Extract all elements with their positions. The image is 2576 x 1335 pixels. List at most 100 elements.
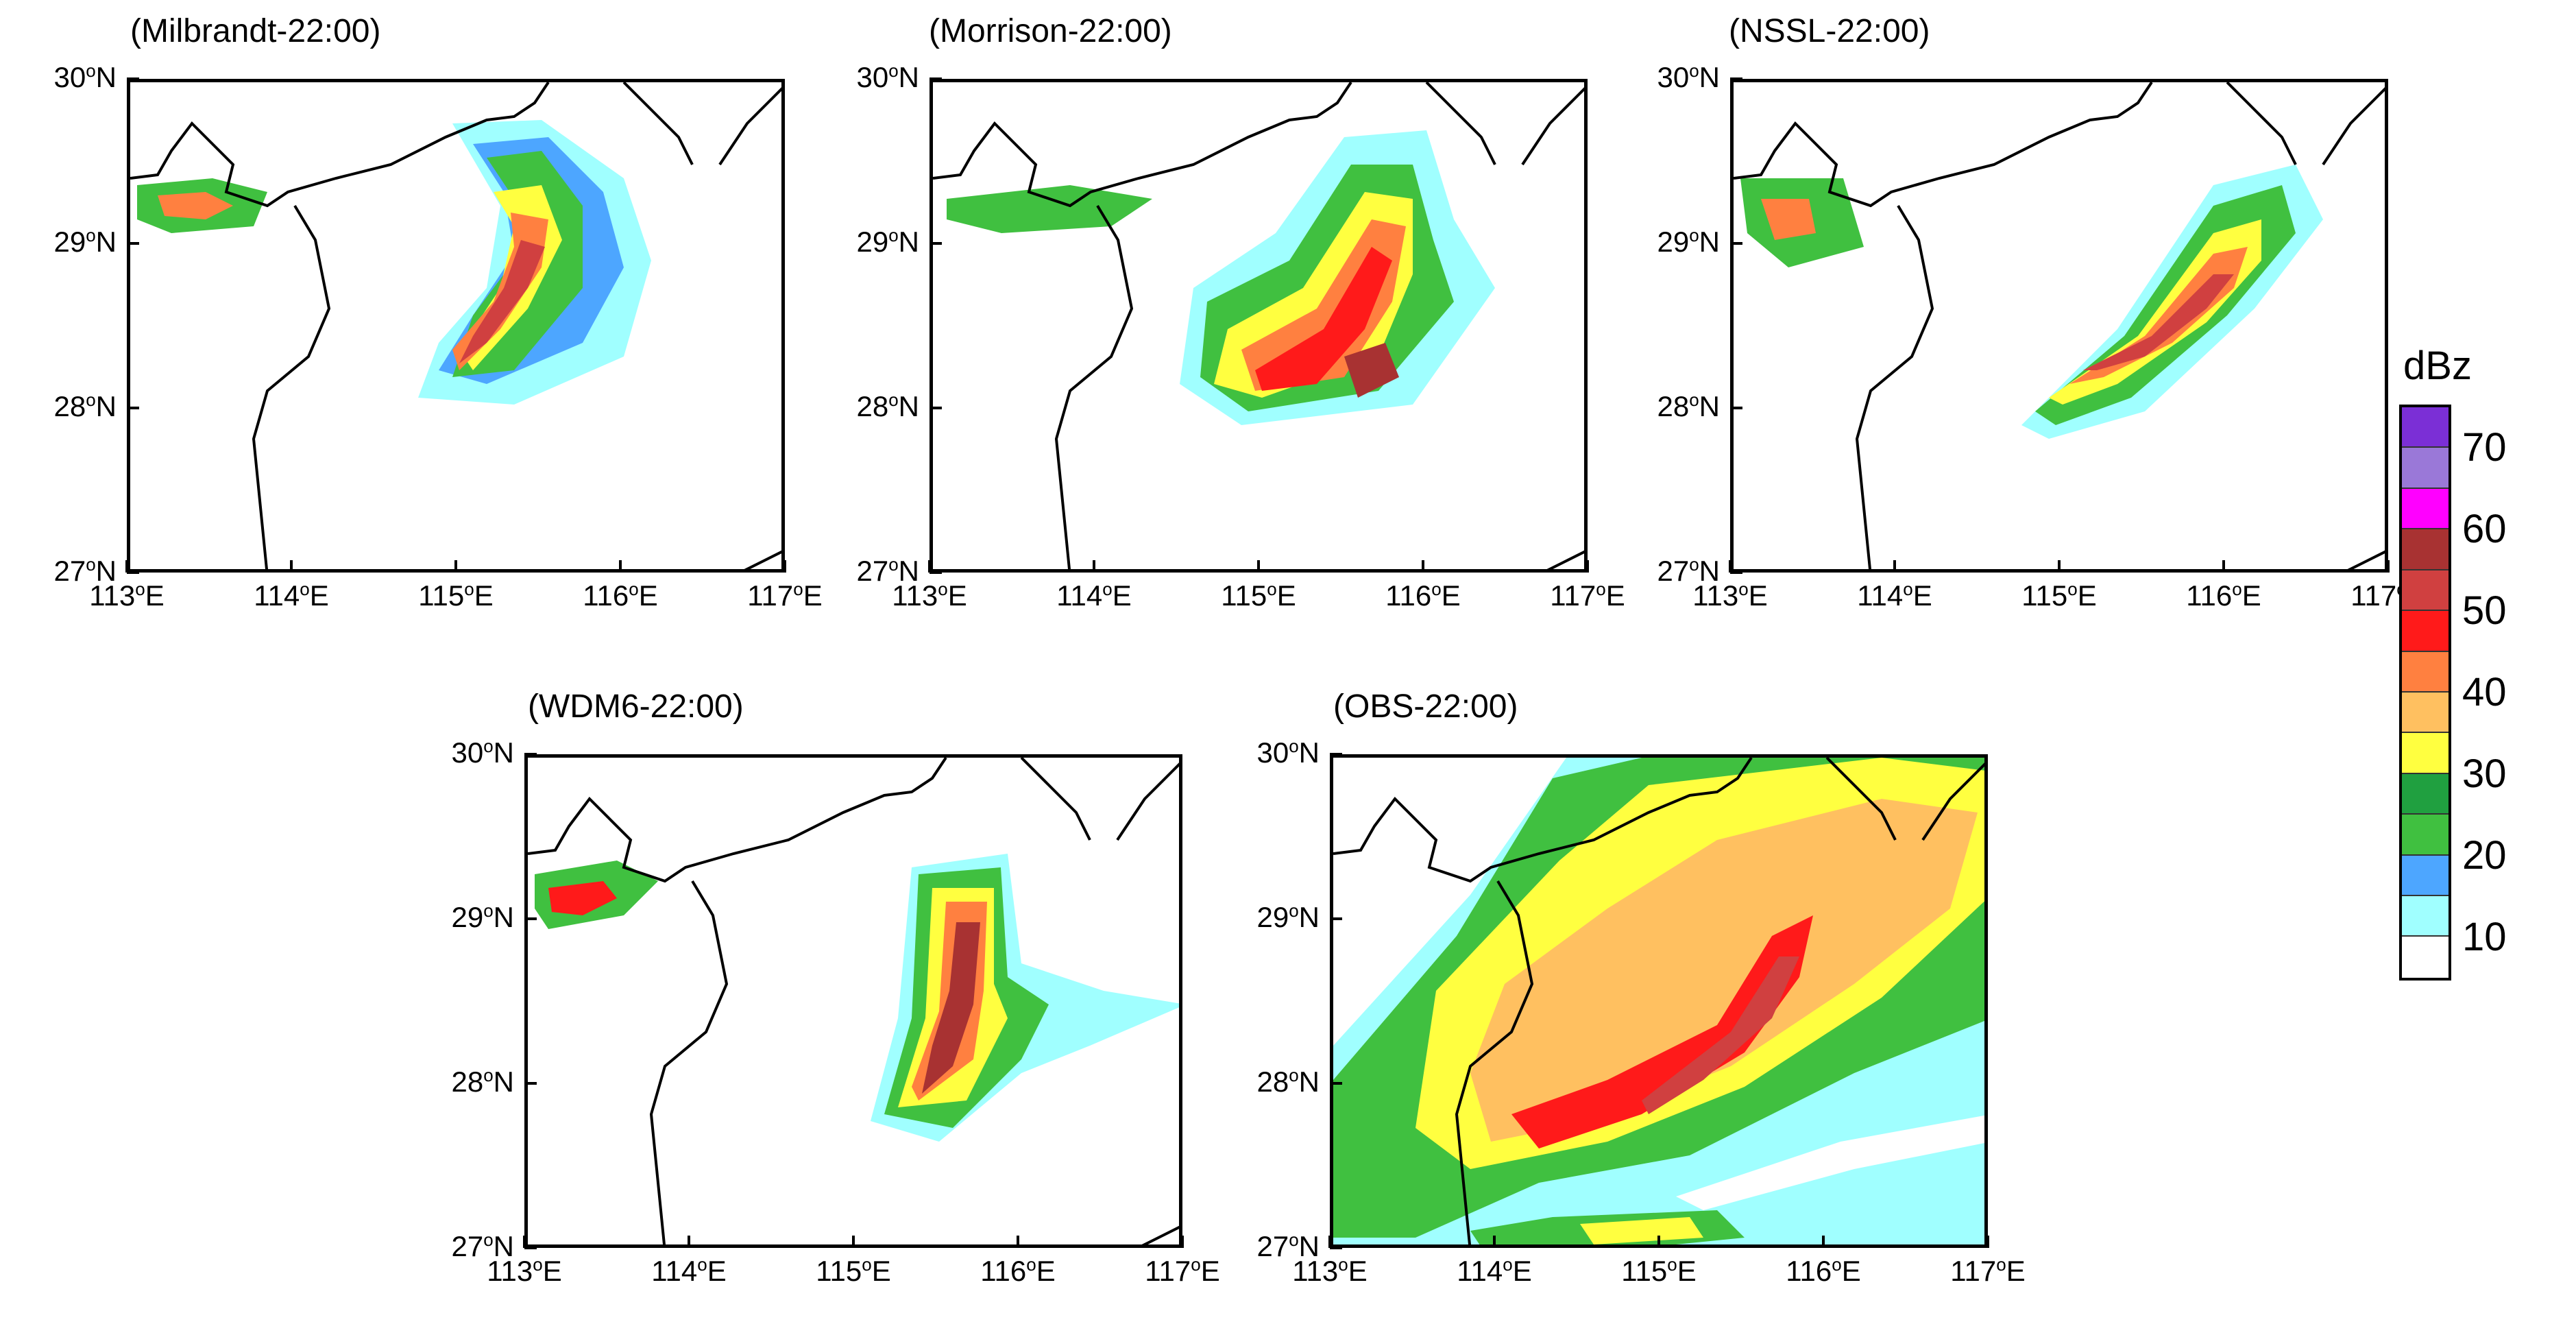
- lat-tick: [1330, 917, 1342, 920]
- colorbar-label: 20: [2462, 832, 2507, 878]
- lon-tick-label: 116oE: [583, 579, 658, 612]
- lon-tick-label: 116oE: [2186, 579, 2261, 612]
- lon-tick: [2387, 560, 2390, 573]
- colorbar-swatch: [2402, 407, 2449, 448]
- lat-tick: [1330, 1082, 1342, 1085]
- colorbar-swatch: [2402, 529, 2449, 570]
- lon-tick-label: 113oE: [1292, 1254, 1368, 1287]
- lon-tick: [1093, 560, 1095, 573]
- province-boundary: [744, 550, 781, 569]
- echo-region: [1642, 957, 1799, 1114]
- lon-tick-label: 115oE: [1621, 1254, 1697, 1287]
- lon-tick: [1017, 1236, 1019, 1248]
- lon-tick-label: 113oE: [487, 1254, 562, 1287]
- lat-tick-label: 30oN: [1657, 60, 1720, 93]
- lon-tick: [1257, 560, 1260, 573]
- province-boundary: [1455, 880, 1534, 1244]
- echo-region: [1580, 1217, 1703, 1244]
- lon-tick: [125, 560, 128, 573]
- lon-tick: [454, 560, 457, 573]
- province-boundary: [2347, 550, 2385, 569]
- province-boundary: [1054, 204, 1134, 569]
- colorbar-swatch: [2402, 488, 2449, 530]
- lon-tick: [1493, 1236, 1496, 1248]
- lon-tick-label: 117oE: [1950, 1254, 2026, 1287]
- lon-tick-label: 114oE: [651, 1254, 727, 1287]
- lon-tick-label: 113oE: [89, 579, 165, 612]
- map-frame: [524, 754, 1182, 1248]
- colorbar: [2399, 405, 2451, 981]
- colorbar-swatch: [2402, 570, 2449, 612]
- province-boundary: [1825, 758, 1897, 841]
- lon-tick: [2058, 560, 2061, 573]
- lon-tick-label: 117oE: [1145, 1254, 1220, 1287]
- lat-tick: [524, 1082, 537, 1085]
- colorbar-label: 30: [2462, 751, 2507, 796]
- lon-tick: [1893, 560, 1896, 573]
- lat-tick: [127, 407, 139, 409]
- province-boundary: [130, 82, 550, 208]
- lon-tick-label: 114oE: [1857, 579, 1932, 612]
- lon-tick: [523, 1236, 526, 1248]
- colorbar-swatch: [2402, 733, 2449, 774]
- panel-title: (Morrison-22:00): [929, 13, 1172, 49]
- lon-tick: [688, 1236, 690, 1248]
- echo-region: [459, 240, 545, 363]
- province-boundary: [1855, 204, 1934, 569]
- lat-tick-label: 30oN: [53, 60, 117, 93]
- radar-reflectivity-map: [1333, 758, 1984, 1244]
- lon-tick: [619, 560, 622, 573]
- lon-tick-label: 117oE: [747, 579, 823, 612]
- colorbar-label: 40: [2462, 670, 2507, 714]
- lon-tick: [1822, 1236, 1825, 1248]
- echo-region: [1676, 1115, 1984, 1210]
- lon-tick: [852, 1236, 855, 1248]
- lat-tick: [127, 571, 139, 574]
- lat-tick: [1330, 1247, 1342, 1249]
- province-boundary: [2322, 87, 2385, 166]
- lat-tick: [1730, 77, 1742, 80]
- lat-tick-label: 29oN: [1256, 900, 1320, 933]
- colorbar-label: 60: [2462, 507, 2507, 552]
- lat-tick-label: 29oN: [1657, 225, 1720, 258]
- lon-tick-label: 115oE: [2021, 579, 2097, 612]
- lat-tick-label: 29oN: [53, 225, 117, 258]
- radar-reflectivity-map: [1734, 82, 2385, 569]
- lat-tick: [929, 242, 942, 245]
- lat-tick-label: 28oN: [1657, 389, 1720, 422]
- province-boundary: [718, 87, 781, 166]
- lat-tick: [127, 242, 139, 245]
- province-boundary: [1333, 758, 1753, 883]
- lat-tick: [524, 753, 537, 756]
- lat-tick-label: 27oN: [451, 1229, 514, 1262]
- lon-tick: [1328, 1236, 1331, 1248]
- map-frame: [1330, 754, 1988, 1248]
- lon-tick-label: 117oE: [1550, 579, 1625, 612]
- colorbar-label: 50: [2462, 588, 2507, 634]
- lat-tick-label: 30oN: [1256, 736, 1320, 769]
- colorbar-swatch: [2402, 896, 2449, 937]
- lat-tick: [1730, 571, 1742, 574]
- lon-tick: [1422, 560, 1424, 573]
- lat-tick-label: 27oN: [856, 554, 919, 587]
- lat-tick-label: 30oN: [856, 60, 919, 93]
- lat-tick: [1730, 407, 1742, 409]
- colorbar-swatch: [2402, 692, 2449, 734]
- panel-title: (OBS-22:00): [1333, 688, 1518, 725]
- lat-tick: [929, 77, 942, 80]
- lon-tick: [1729, 560, 1731, 573]
- colorbar-swatch: [2402, 815, 2449, 856]
- lat-tick-label: 28oN: [1256, 1065, 1320, 1098]
- lon-tick: [1586, 560, 1589, 573]
- lon-tick: [1657, 1236, 1660, 1248]
- lat-tick-label: 29oN: [451, 900, 514, 933]
- lat-tick-label: 27oN: [1657, 554, 1720, 587]
- lat-tick: [524, 1247, 537, 1249]
- map-frame: [929, 79, 1588, 573]
- lat-tick-label: 27oN: [1256, 1229, 1320, 1262]
- lat-tick-label: 28oN: [53, 389, 117, 422]
- colorbar-label: 70: [2462, 425, 2507, 470]
- province-boundary: [1921, 762, 1984, 841]
- radar-reflectivity-map: [130, 82, 781, 569]
- lat-tick-label: 28oN: [451, 1065, 514, 1098]
